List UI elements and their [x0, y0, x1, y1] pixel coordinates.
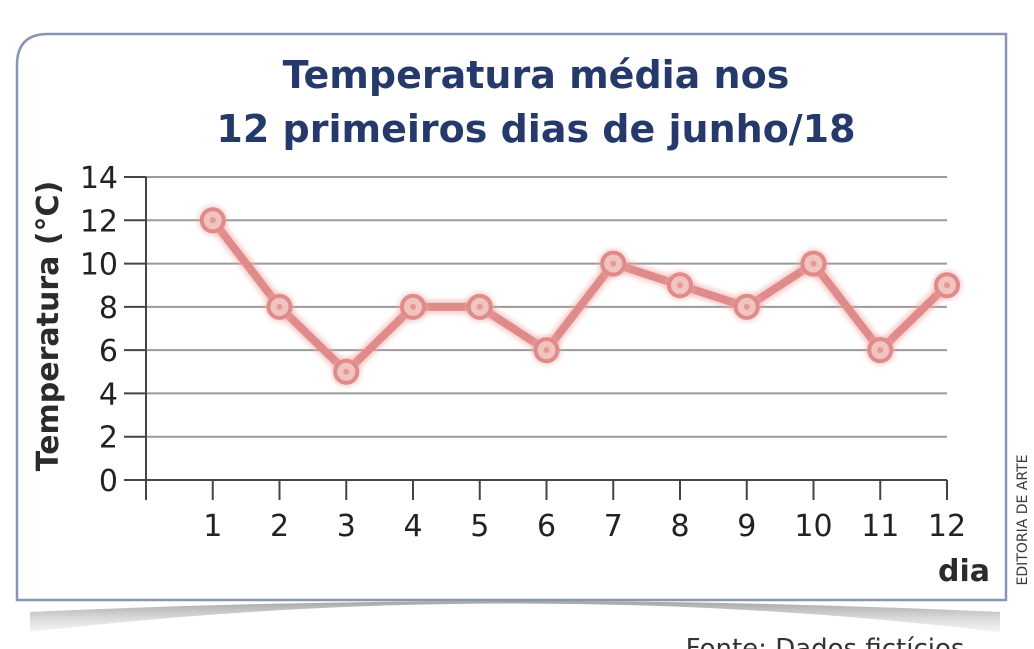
x-tick-label-8: 8 [670, 509, 689, 544]
x-tick-label-1: 1 [203, 509, 222, 544]
y-axis-label: Temperatura (°C) [31, 181, 66, 472]
x-tick-label-3: 3 [337, 509, 356, 544]
x-tick-label-4: 4 [403, 509, 422, 544]
y-tick-label-10: 10 [80, 248, 118, 283]
chart-title-line-1: Temperatura média nos [283, 53, 790, 97]
data-point-center-7 [610, 260, 617, 267]
data-point-center-8 [677, 282, 683, 289]
data-point-center-5 [476, 303, 483, 310]
credit-label: EDITORIA DE ARTE [1015, 455, 1031, 586]
x-axis-label: dia [938, 554, 990, 589]
data-point-center-10 [810, 260, 817, 267]
x-tick-label-11: 11 [861, 509, 899, 544]
x-tick-label-9: 9 [737, 509, 756, 544]
x-tick-labels: 1 2 3 4 5 6 7 8 9 10 11 12 [203, 509, 966, 544]
data-point-center-2 [276, 303, 283, 310]
y-tick-label-4: 4 [99, 377, 118, 412]
data-point-center-11 [877, 347, 884, 354]
axes [124, 176, 948, 500]
y-tick-label-12: 12 [80, 204, 118, 239]
y-tick-label-14: 14 [80, 161, 118, 196]
data-point-center-3 [343, 368, 350, 375]
frame-shadow [30, 601, 1000, 632]
data-point-center-6 [543, 347, 550, 354]
y-tick-label-0: 0 [99, 464, 118, 499]
data-point-center-12 [944, 282, 950, 289]
x-tick-label-2: 2 [270, 509, 289, 544]
y-tick-label-8: 8 [99, 291, 118, 326]
x-tick-label-7: 7 [604, 509, 623, 544]
x-tick-label-12: 12 [928, 509, 966, 544]
y-tick-label-6: 6 [99, 334, 118, 369]
chart-title-line-2: 12 primeiros dias de junho/18 [216, 107, 855, 151]
x-tick-label-10: 10 [794, 509, 832, 544]
chart-frame [15, 32, 1008, 602]
series-line [208, 216, 951, 376]
data-point-center-4 [410, 303, 416, 310]
y-tick-label-2: 2 [99, 421, 118, 456]
x-tick-label-6: 6 [537, 509, 556, 544]
data-point-center-9 [743, 303, 750, 310]
series-temperature [197, 205, 962, 387]
x-tick-label-5: 5 [470, 509, 489, 544]
data-point-center-1 [209, 217, 216, 224]
y-tick-labels: 0 2 4 6 8 10 12 14 [80, 161, 118, 499]
source-label: Fonte: Dados fictícios [686, 634, 965, 649]
